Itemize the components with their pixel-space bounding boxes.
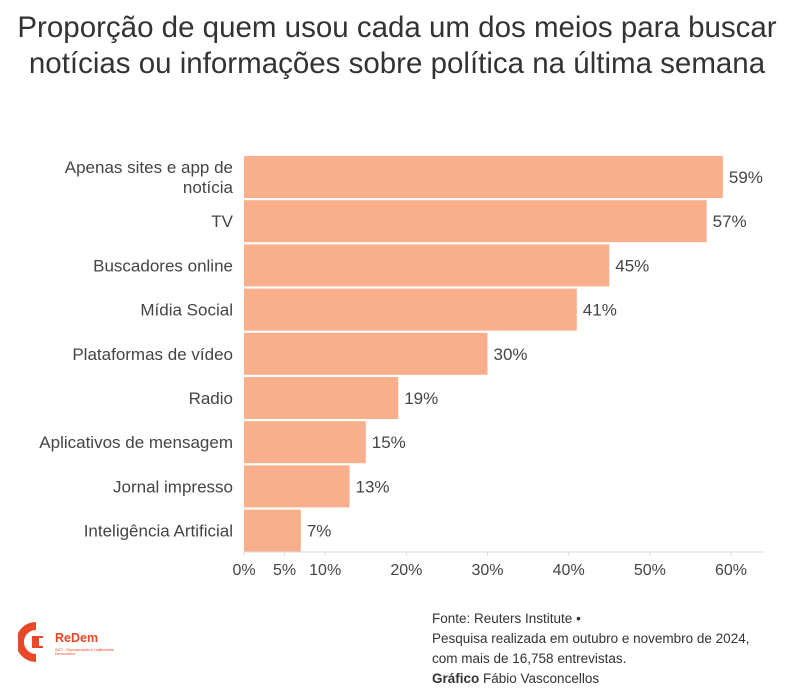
logo-name: ReDem: [55, 631, 99, 645]
x-tick-label: 50%: [634, 562, 666, 579]
category-label: Plataformas de vídeo: [72, 345, 233, 364]
x-tick-label: 10%: [309, 562, 341, 579]
bar: [244, 288, 577, 331]
credit-name: Fábio Vasconcellos: [479, 671, 600, 686]
x-tick-label: 0%: [232, 562, 255, 579]
category-label: Mídia Social: [140, 301, 233, 320]
survey-note-line-2: com mais de 16,758 entrevistas.: [432, 651, 627, 666]
x-tick-label: 20%: [390, 562, 422, 579]
value-label: 7%: [307, 522, 332, 541]
category-label: Inteligência Artificial: [84, 522, 233, 541]
category-label: Aplicativos de mensagem: [39, 433, 233, 452]
logo-subtitle: INCT · Representação e Legitimidade Demo…: [55, 648, 114, 656]
value-label: 19%: [404, 389, 438, 408]
bar: [244, 421, 366, 464]
value-label: 57%: [713, 212, 747, 231]
bar: [244, 156, 723, 198]
category-label: TV: [211, 212, 233, 231]
bar: [244, 509, 301, 552]
bar: [244, 244, 610, 287]
x-tick-label: 30%: [471, 562, 503, 579]
category-label: Radio: [189, 389, 233, 408]
source-note: Fonte: Reuters Institute • Pesquisa real…: [432, 609, 792, 689]
survey-note-line-1: Pesquisa realizada em outubro e novembro…: [432, 631, 750, 646]
redem-logo-icon: [16, 622, 47, 662]
category-label: Buscadores online: [93, 256, 233, 275]
value-label: 13%: [356, 477, 390, 496]
x-tick-label: 60%: [715, 562, 747, 579]
value-label: 45%: [615, 256, 649, 275]
x-tick-label: 40%: [553, 562, 585, 579]
value-label: 15%: [372, 433, 406, 452]
bar: [244, 200, 707, 243]
redem-logo: ReDem INCT · Representação e Legitimidad…: [16, 621, 118, 667]
bar: [244, 465, 350, 508]
category-label: Apenas sites e app de: [65, 158, 233, 177]
value-label: 30%: [494, 345, 528, 364]
category-label: notícia: [183, 178, 234, 197]
credit-label: Gráfico: [432, 671, 480, 686]
source-line: Fonte: Reuters Institute •: [432, 611, 581, 626]
category-label: Jornal impresso: [113, 477, 233, 496]
value-label: 59%: [729, 168, 763, 187]
bar: [244, 377, 399, 419]
chart-title: Proporção de quem usou cada um dos meios…: [17, 11, 777, 80]
credit-line: Gráfico Fábio Vasconcellos: [432, 669, 792, 689]
bar: [244, 332, 488, 375]
x-tick-label: 5%: [273, 562, 296, 579]
value-label: 41%: [583, 301, 617, 320]
